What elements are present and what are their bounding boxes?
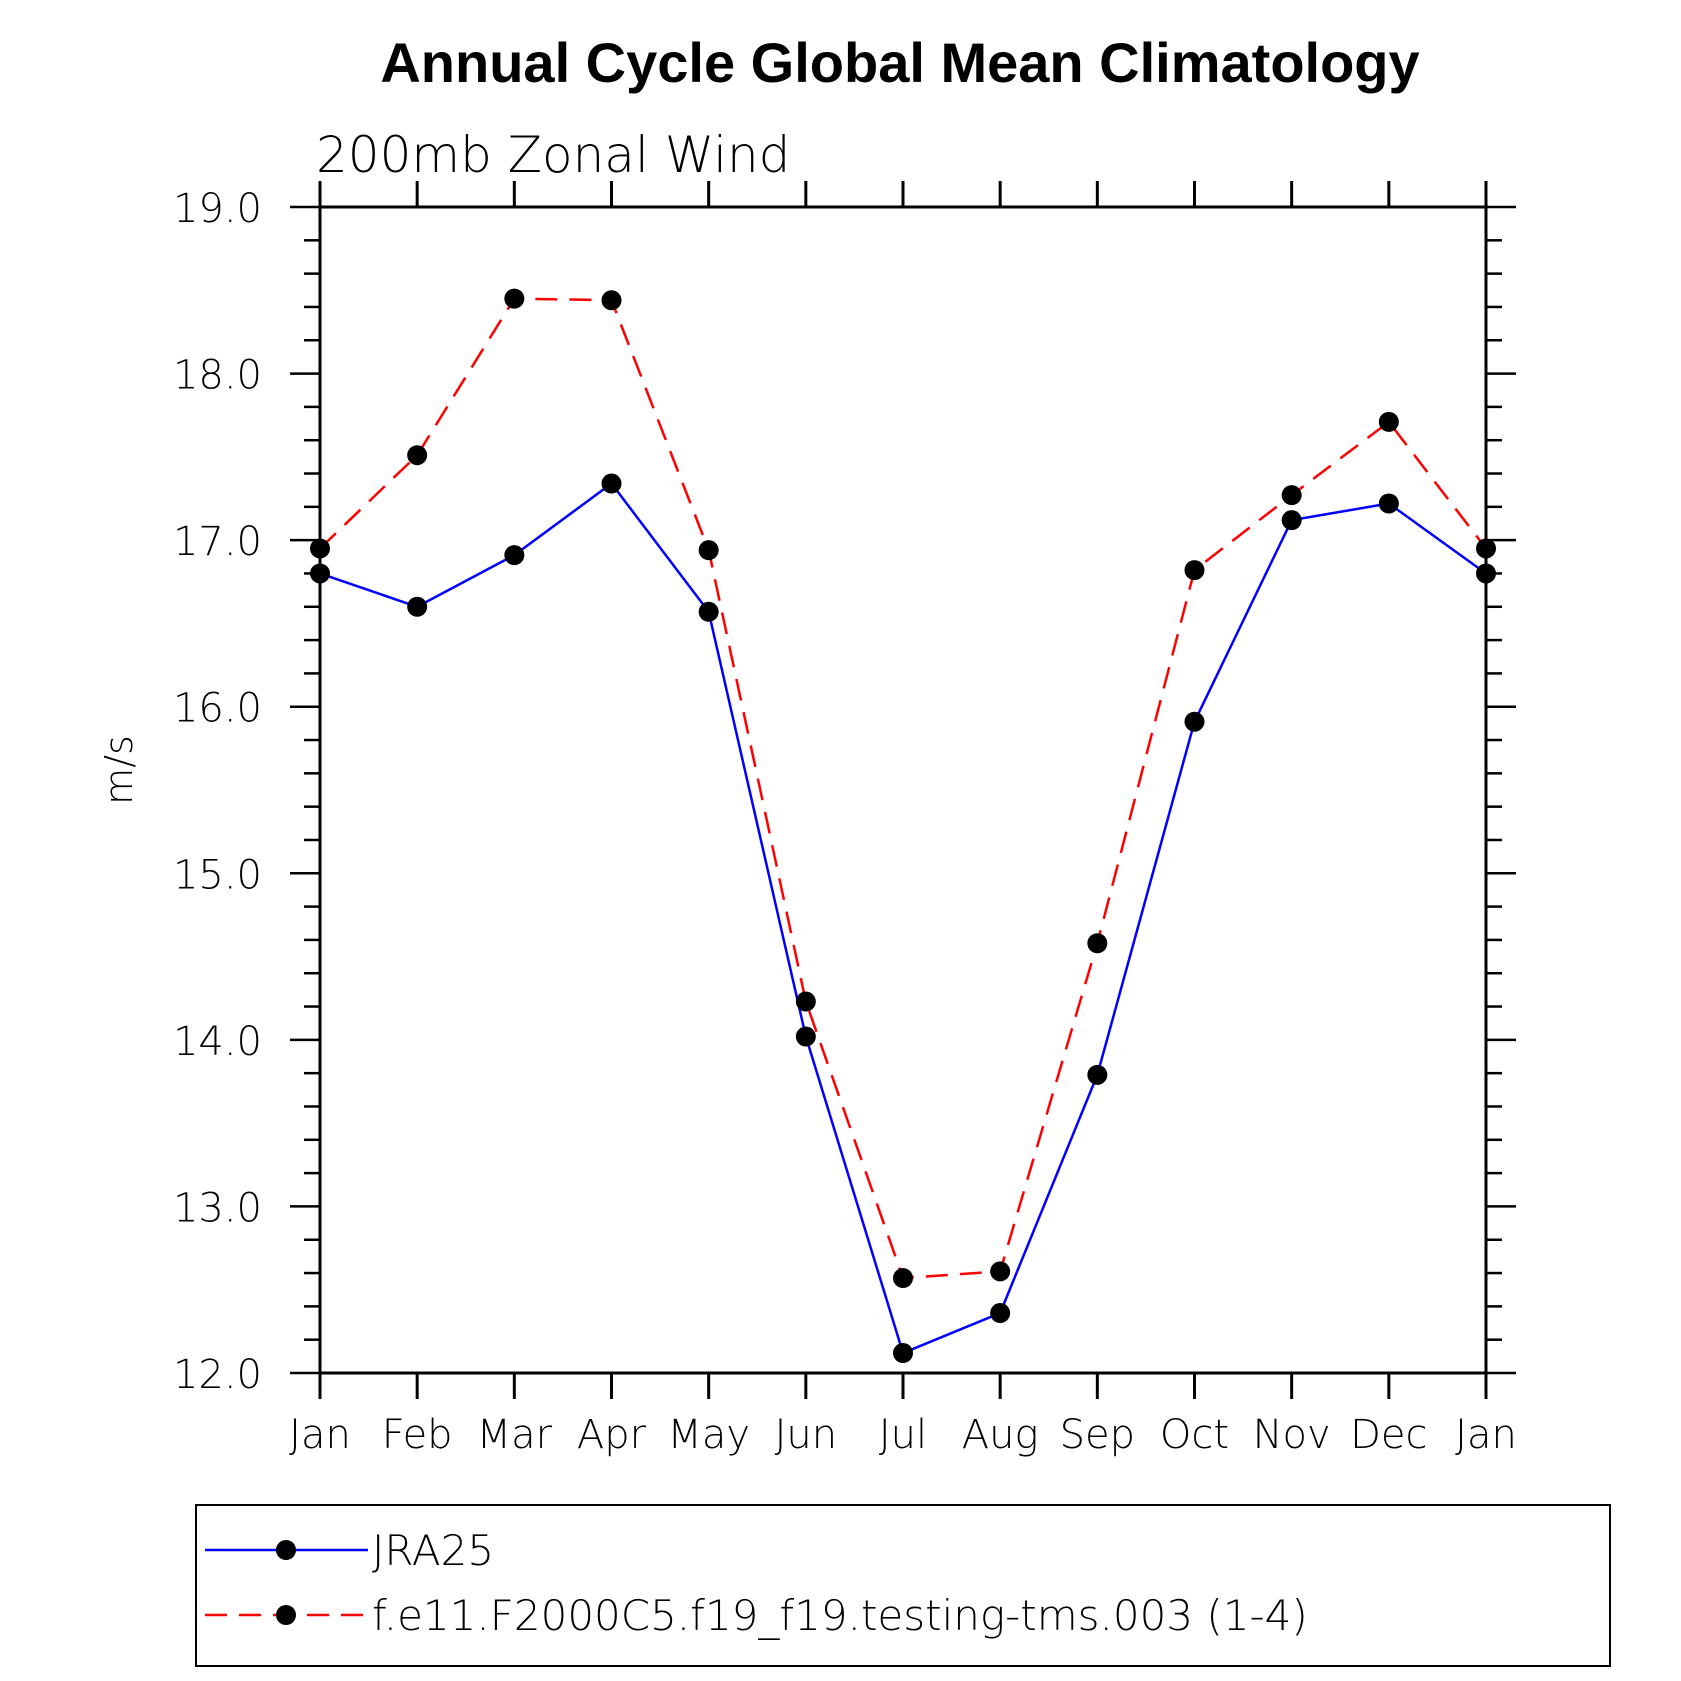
data-point	[1281, 510, 1302, 531]
legend: JRA25 f.e11.F2000C5.f19_f19.testing-tms.0…	[205, 1526, 1308, 1640]
legend-box	[195, 1504, 1611, 1667]
data-point	[1281, 485, 1302, 506]
y-tick-label: 14.0	[173, 1019, 262, 1065]
data-point	[990, 1261, 1011, 1282]
data-point	[893, 1268, 913, 1289]
data-point	[1087, 933, 1108, 954]
axes: Jan Feb Mar Apr May Jun Jul Aug Sep Oct Nov Dec Jan 1…	[173, 181, 1517, 1458]
legend-marker	[276, 1605, 296, 1625]
plot-frame	[318, 205, 1488, 1375]
y-tick-label: 12.0	[173, 1352, 262, 1398]
data-point	[1476, 538, 1496, 559]
chart-subtitle: 200mb Zonal Wind	[316, 126, 790, 184]
data-point	[601, 473, 622, 494]
x-tick-label: Apr	[577, 1412, 647, 1458]
data-point	[698, 601, 719, 622]
data-point	[407, 445, 428, 466]
x-tick-label: Aug	[962, 1412, 1039, 1458]
y-tick-label: 13.0	[173, 1185, 262, 1231]
x-tick-label: Dec	[1350, 1412, 1427, 1458]
data-point	[795, 1026, 816, 1047]
x-tick-label: Feb	[382, 1412, 453, 1458]
data-point	[1184, 711, 1205, 732]
data-point	[407, 596, 428, 617]
y-tick-label: 15.0	[173, 852, 262, 898]
x-tick-label: Jun	[775, 1412, 838, 1458]
legend-label: f.e11.F2000C5.f19_f19.testing-tms.003 (1…	[372, 1591, 1308, 1640]
x-tick-label: Nov	[1253, 1412, 1331, 1458]
data-point	[698, 540, 719, 561]
data-point	[1476, 563, 1496, 584]
y-tick-label: 16.0	[173, 686, 262, 732]
x-tick-label: Oct	[1160, 1412, 1229, 1458]
series-layer	[310, 288, 1496, 1364]
x-tick-label: Mar	[477, 1412, 553, 1458]
data-point	[310, 538, 330, 559]
data-point	[1378, 493, 1399, 514]
data-point	[504, 545, 525, 566]
data-point	[990, 1303, 1011, 1324]
x-tick-label: Jan	[1455, 1412, 1517, 1458]
y-tick-label: 17.0	[173, 519, 262, 565]
data-point	[310, 563, 330, 584]
data-point	[504, 288, 525, 309]
data-point	[1184, 560, 1205, 581]
x-tick-label: Jan	[289, 1412, 351, 1458]
x-tick-label: Jul	[879, 1412, 927, 1458]
x-tick-label: Sep	[1060, 1412, 1135, 1458]
legend-label: JRA25	[372, 1526, 494, 1575]
series-line-1	[319, 481, 1487, 1355]
data-point	[893, 1343, 913, 1364]
y-axis-label: m/s	[97, 735, 141, 805]
data-point	[1087, 1064, 1108, 1085]
y-tick-label: 19.0	[173, 186, 262, 232]
data-point	[1378, 411, 1399, 432]
data-point	[601, 290, 622, 311]
chart-title: Annual Cycle Global Mean Climatology	[380, 31, 1419, 94]
y-tick-label: 18.0	[173, 353, 262, 399]
legend-marker	[276, 1540, 296, 1560]
series-line-2	[319, 297, 1487, 1280]
x-tick-label: May	[667, 1412, 750, 1458]
data-point	[795, 991, 816, 1012]
